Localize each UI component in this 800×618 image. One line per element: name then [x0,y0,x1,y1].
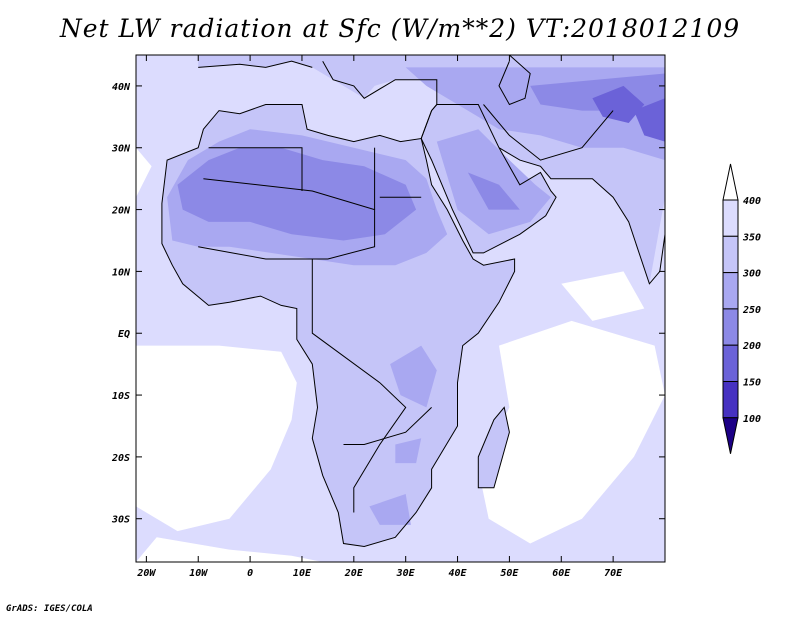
colorbar-segment [722,344,739,383]
colorbar-segment [722,308,739,346]
africa-coastline [161,104,516,548]
madagascar-coastline [477,406,510,489]
latitude-tick-label: 10N [112,267,131,278]
clear-sky-ocean-region [136,345,297,532]
latitude-tick-label: 20N [111,206,131,217]
europe-land [198,55,406,99]
map-frame [135,54,666,563]
asia-borders [483,104,614,161]
latitude-tick-label: EQ [118,329,130,340]
clear-sky-ocean-region [136,147,152,198]
clear-sky-ocean-region [136,537,323,562]
longitude-tick-label: 10W [189,568,208,579]
moderate-radiation-region [395,438,422,464]
radiation-field [136,55,665,562]
longitude-tick-label: 30E [396,568,416,579]
madagascar-land [478,407,510,488]
colorbar-level-label: 200 [742,341,761,352]
north-africa-borders [208,147,303,191]
southern-africa-borders [343,407,432,445]
moderate-radiation-region [390,345,437,408]
colorbar-segment [722,381,739,419]
colorbar-bottom-arrow [722,417,739,454]
colorbar-top-arrow [722,163,739,201]
latitude-ticks: 40N 30N 20N 10N EQ 10S 20S 30S [111,82,665,526]
longitude-tick-label: 50E [500,568,519,579]
sahel-borders [198,178,376,260]
map-title: Net LW radiation at Sfc (W/m**2) VT:2018… [59,14,741,43]
high-radiation-region [177,147,417,241]
central-africa-borders [311,259,407,513]
longitude-tick-label: 40E [449,568,468,579]
very-high-radiation-region [592,85,645,123]
longitude-tick-label: 20W [136,568,156,579]
colorbar-level-label: 100 [743,414,761,425]
colorbar-level-label: 300 [742,269,761,280]
longitude-tick-label: 70E [604,568,623,579]
longitude-tick-label: 60E [552,568,571,579]
longitude-tick-label: 0 [247,568,253,579]
latitude-tick-label: 30S [111,515,130,526]
south-asia-coastline [498,147,666,285]
colorbar-segment [722,199,739,237]
colorbar-level-label: 250 [742,305,761,316]
very-high-radiation-region [633,98,665,142]
moderate-radiation-region [436,129,551,235]
longitude-ticks: 20W 10W 0 10E 20E 30E 40E 50E 60E 70E [136,55,623,579]
latitude-tick-label: 20S [111,453,130,464]
colorbar: 400 350 300 250 200 150 100 [722,163,761,454]
latitude-tick-label: 30N [111,144,131,155]
longitude-tick-label: 20E [344,568,364,579]
clear-sky-ocean-region [561,271,645,321]
colorbar-level-label: 400 [743,196,761,207]
moderate-radiation-region [369,494,411,525]
mediterranean-north-coast [322,60,438,139]
clear-sky-ocean-region [478,320,665,544]
colorbar-segment [722,272,739,310]
colorbar-level-label: 350 [742,232,761,243]
grads-credit: GrADS: IGES/COLA [6,604,93,614]
latitude-tick-label: 40N [112,82,131,93]
coastlines [161,54,666,548]
high-radiation-region [467,172,520,210]
colorbar-segment [722,235,739,274]
arabia-coastline [420,104,557,254]
colorbar-level-label: 150 [743,378,761,389]
longitude-tick-label: 10E [293,568,312,579]
europe-coastline [198,60,313,68]
latitude-tick-label: 10S [112,391,130,402]
